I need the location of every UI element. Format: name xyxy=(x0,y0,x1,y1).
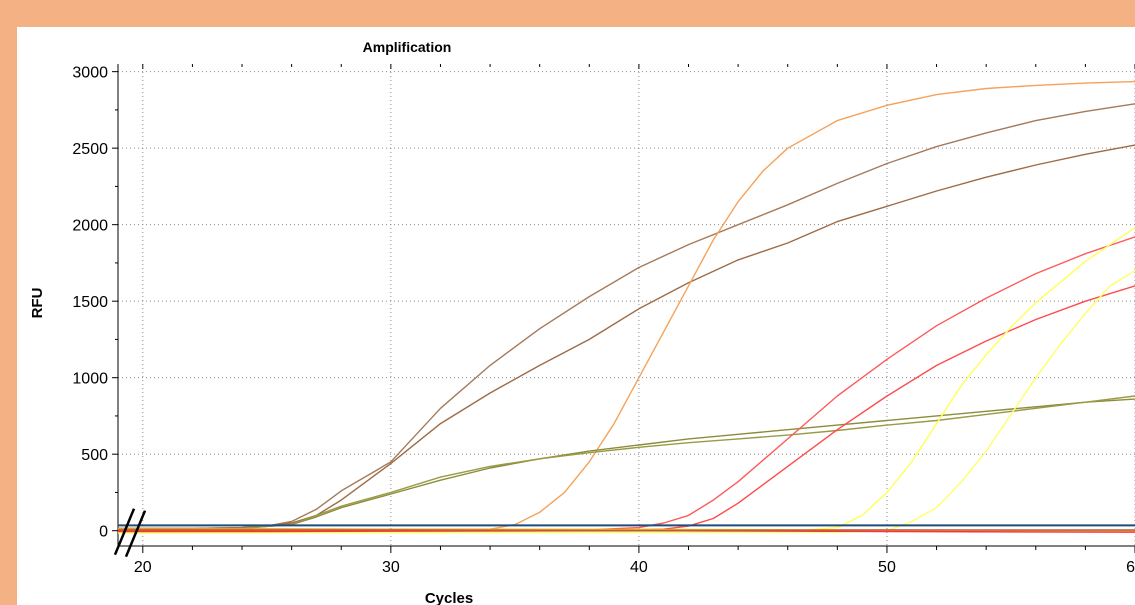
y-tick-labels: 0 500 1000 1500 2000 2500 3000 xyxy=(72,65,108,541)
series-line-2 xyxy=(118,144,1135,530)
y-tick-label: 3000 xyxy=(72,65,108,82)
chart-panel: Amplification 0 500 1000 1500 2000 2500 3000 2… xyxy=(17,27,1135,605)
x-tick-labels: 20 30 40 50 60 xyxy=(134,559,1135,576)
grid-lines xyxy=(118,64,1135,546)
x-tick-label: 30 xyxy=(382,559,400,576)
series-line-7 xyxy=(118,285,1135,532)
series-line-8 xyxy=(118,227,1135,533)
axes xyxy=(112,64,1135,553)
axis-break-marker xyxy=(113,508,147,558)
y-tick-label: 1000 xyxy=(72,371,108,388)
series-line-9 xyxy=(117,270,1135,534)
y-tick-label: 0 xyxy=(99,524,108,541)
x-axis-title: Cycles xyxy=(425,590,473,605)
series-line-6 xyxy=(118,236,1135,532)
y-tick-label: 2500 xyxy=(72,141,108,158)
y-tick-label: 2000 xyxy=(72,218,108,235)
x-tick-label: 40 xyxy=(630,559,648,576)
series-line-5 xyxy=(117,395,1135,530)
y-axis-title: RFU xyxy=(29,288,46,319)
y-tick-label: 1500 xyxy=(72,294,108,311)
y-tick-label: 500 xyxy=(81,447,108,464)
axis-break-slash xyxy=(124,510,147,558)
x-tick-label: 20 xyxy=(134,559,152,576)
x-tick-label: 60 xyxy=(1126,559,1135,576)
chart-title: Amplification xyxy=(363,39,452,55)
series-line-4 xyxy=(117,398,1135,530)
series-line-3 xyxy=(118,80,1135,531)
series-line-12 xyxy=(118,529,1135,532)
series-line-1 xyxy=(118,103,1135,530)
amplification-chart: Amplification 0 500 1000 1500 2000 2500 3000 2… xyxy=(29,39,1135,605)
x-tick-label: 50 xyxy=(878,559,896,576)
axis-break-slash xyxy=(113,508,136,556)
series-layer xyxy=(117,80,1135,534)
